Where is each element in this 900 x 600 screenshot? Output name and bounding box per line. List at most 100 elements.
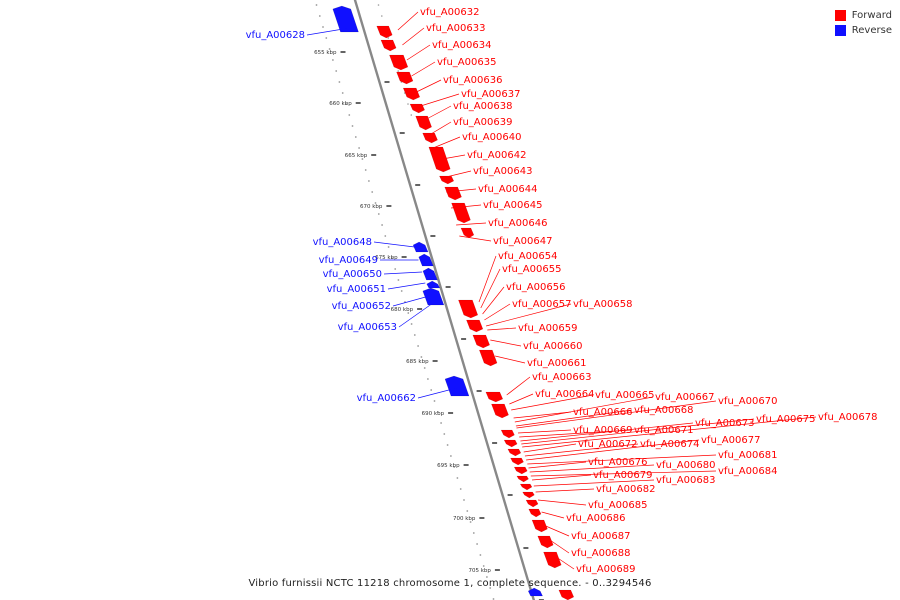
gene-label[interactable]: vfu_A00677: [701, 435, 760, 446]
gene-label[interactable]: vfu_A00667: [655, 392, 714, 403]
gene-label[interactable]: vfu_A00664: [535, 389, 594, 400]
gene-label[interactable]: vfu_A00676: [588, 457, 647, 468]
gene-label[interactable]: vfu_A00654: [498, 251, 557, 262]
gene-label[interactable]: vfu_A00661: [527, 358, 586, 369]
gene-arrow[interactable]: [491, 403, 509, 419]
gene-label[interactable]: vfu_A00689: [576, 564, 635, 575]
gene-label[interactable]: vfu_A00658: [573, 299, 632, 310]
gene-arrow[interactable]: [472, 334, 491, 349]
gene-label[interactable]: vfu_A00636: [443, 75, 502, 86]
gene-label[interactable]: vfu_A00665: [595, 390, 654, 401]
gene-arrow[interactable]: [422, 287, 445, 306]
scale-dot: [318, 15, 321, 17]
gene-label[interactable]: vfu_A00628: [246, 30, 305, 41]
gene-arrow[interactable]: [522, 491, 535, 499]
gene-label[interactable]: vfu_A00681: [718, 450, 777, 461]
gene-label[interactable]: vfu_A00683: [656, 475, 715, 486]
gene-label[interactable]: vfu_A00673: [695, 418, 754, 429]
gene-arrow[interactable]: [525, 499, 539, 508]
gene-label[interactable]: vfu_A00632: [420, 7, 479, 18]
gene-arrow[interactable]: [485, 391, 504, 403]
gene-arrow[interactable]: [376, 25, 393, 39]
gene-label[interactable]: vfu_A00644: [478, 184, 537, 195]
gene-arrow[interactable]: [458, 299, 479, 319]
gene-label[interactable]: vfu_A00653: [338, 322, 397, 333]
gene-arrow[interactable]: [478, 349, 498, 367]
gene-arrow[interactable]: [500, 429, 515, 439]
gene-label[interactable]: vfu_A00633: [426, 23, 485, 34]
gene-label[interactable]: vfu_A00635: [437, 57, 496, 68]
scale-dot: [489, 587, 492, 589]
gene-label[interactable]: vfu_A00657: [512, 299, 571, 310]
gene-arrow[interactable]: [510, 457, 524, 466]
gene-label[interactable]: vfu_A00679: [593, 470, 652, 481]
gene-label[interactable]: vfu_A00680: [656, 460, 715, 471]
gene-arrow[interactable]: [528, 508, 542, 518]
gene-arrow[interactable]: [389, 54, 409, 71]
gene-arrow[interactable]: [444, 186, 462, 201]
gene-label[interactable]: vfu_A00648: [313, 237, 372, 248]
gene-label[interactable]: vfu_A00686: [566, 513, 625, 524]
gene-label[interactable]: vfu_A00678: [818, 412, 877, 423]
gene-label[interactable]: vfu_A00668: [634, 405, 693, 416]
gene-label[interactable]: vfu_A00637: [461, 89, 520, 100]
gene-label[interactable]: vfu_A00670: [718, 396, 777, 407]
gene-arrow[interactable]: [380, 39, 397, 52]
gene-label[interactable]: vfu_A00688: [571, 548, 630, 559]
scale-dot: [440, 422, 442, 424]
gene-arrow[interactable]: [507, 448, 522, 457]
gene-arrow[interactable]: [451, 202, 471, 224]
gene-label[interactable]: vfu_A00655: [502, 264, 561, 275]
gene-label[interactable]: vfu_A00634: [432, 40, 491, 51]
gene-label[interactable]: vfu_A00650: [323, 269, 382, 280]
gene-label[interactable]: vfu_A00652: [332, 301, 391, 312]
gene-label[interactable]: vfu_A00649: [319, 255, 378, 266]
gene-label[interactable]: vfu_A00685: [588, 500, 647, 511]
gene-arrow[interactable]: [558, 589, 575, 600]
gene-arrow[interactable]: [396, 71, 414, 85]
gene-label[interactable]: vfu_A00656: [506, 282, 565, 293]
gene-label[interactable]: vfu_A00666: [573, 407, 632, 418]
gene-arrow[interactable]: [513, 466, 528, 475]
gene-label[interactable]: vfu_A00684: [718, 466, 777, 477]
gene-label[interactable]: vfu_A00651: [327, 284, 386, 295]
gene-arrow[interactable]: [412, 241, 429, 253]
gene-label[interactable]: vfu_A00642: [467, 150, 526, 161]
gene-labels[interactable]: vfu_A00632 vfu_A00633 vfu_A00634 vfu_A00635…: [246, 7, 878, 575]
gene-label[interactable]: vfu_A00671: [634, 425, 693, 436]
gene-label[interactable]: vfu_A00659: [518, 323, 577, 334]
gene-arrow[interactable]: [537, 535, 554, 549]
gene-label[interactable]: vfu_A00672: [578, 439, 637, 450]
gene-label[interactable]: vfu_A00660: [523, 341, 582, 352]
gene-label[interactable]: vfu_A00643: [473, 166, 532, 177]
gene-arrow[interactable]: [543, 551, 562, 569]
gene-label[interactable]: vfu_A00647: [493, 236, 552, 247]
gene-label[interactable]: vfu_A00669: [573, 425, 632, 436]
gene-arrow[interactable]: [531, 519, 548, 533]
gene-arrow[interactable]: [516, 475, 529, 483]
gene-label[interactable]: vfu_A00662: [357, 393, 416, 404]
gene-arrow[interactable]: [460, 227, 475, 239]
gene-label[interactable]: vfu_A00640: [462, 132, 521, 143]
gene-arrow[interactable]: [519, 483, 533, 491]
gene-arrow[interactable]: [426, 280, 441, 289]
gene-label[interactable]: vfu_A00682: [596, 484, 655, 495]
gene-arrow[interactable]: [444, 375, 470, 397]
gene-arrow[interactable]: [402, 87, 421, 101]
gene-label[interactable]: vfu_A00638: [453, 101, 512, 112]
gene-arrow[interactable]: [332, 5, 359, 33]
gene-arrow[interactable]: [527, 587, 543, 597]
gene-label[interactable]: vfu_A00645: [483, 200, 542, 211]
gene-arrow[interactable]: [418, 253, 434, 267]
gene-arrow[interactable]: [466, 319, 484, 333]
gene-label[interactable]: vfu_A00687: [571, 531, 630, 542]
gene-label[interactable]: vfu_A00674: [640, 439, 699, 450]
gene-label[interactable]: vfu_A00675: [756, 414, 815, 425]
gene-label[interactable]: vfu_A00646: [488, 218, 547, 229]
gene-arrow[interactable]: [415, 115, 433, 131]
gene-arrow[interactable]: [422, 267, 438, 281]
gene-label[interactable]: vfu_A00639: [453, 117, 512, 128]
gene-arrow[interactable]: [409, 103, 426, 114]
gene-arrow[interactable]: [503, 439, 518, 448]
gene-label[interactable]: vfu_A00663: [532, 372, 591, 383]
